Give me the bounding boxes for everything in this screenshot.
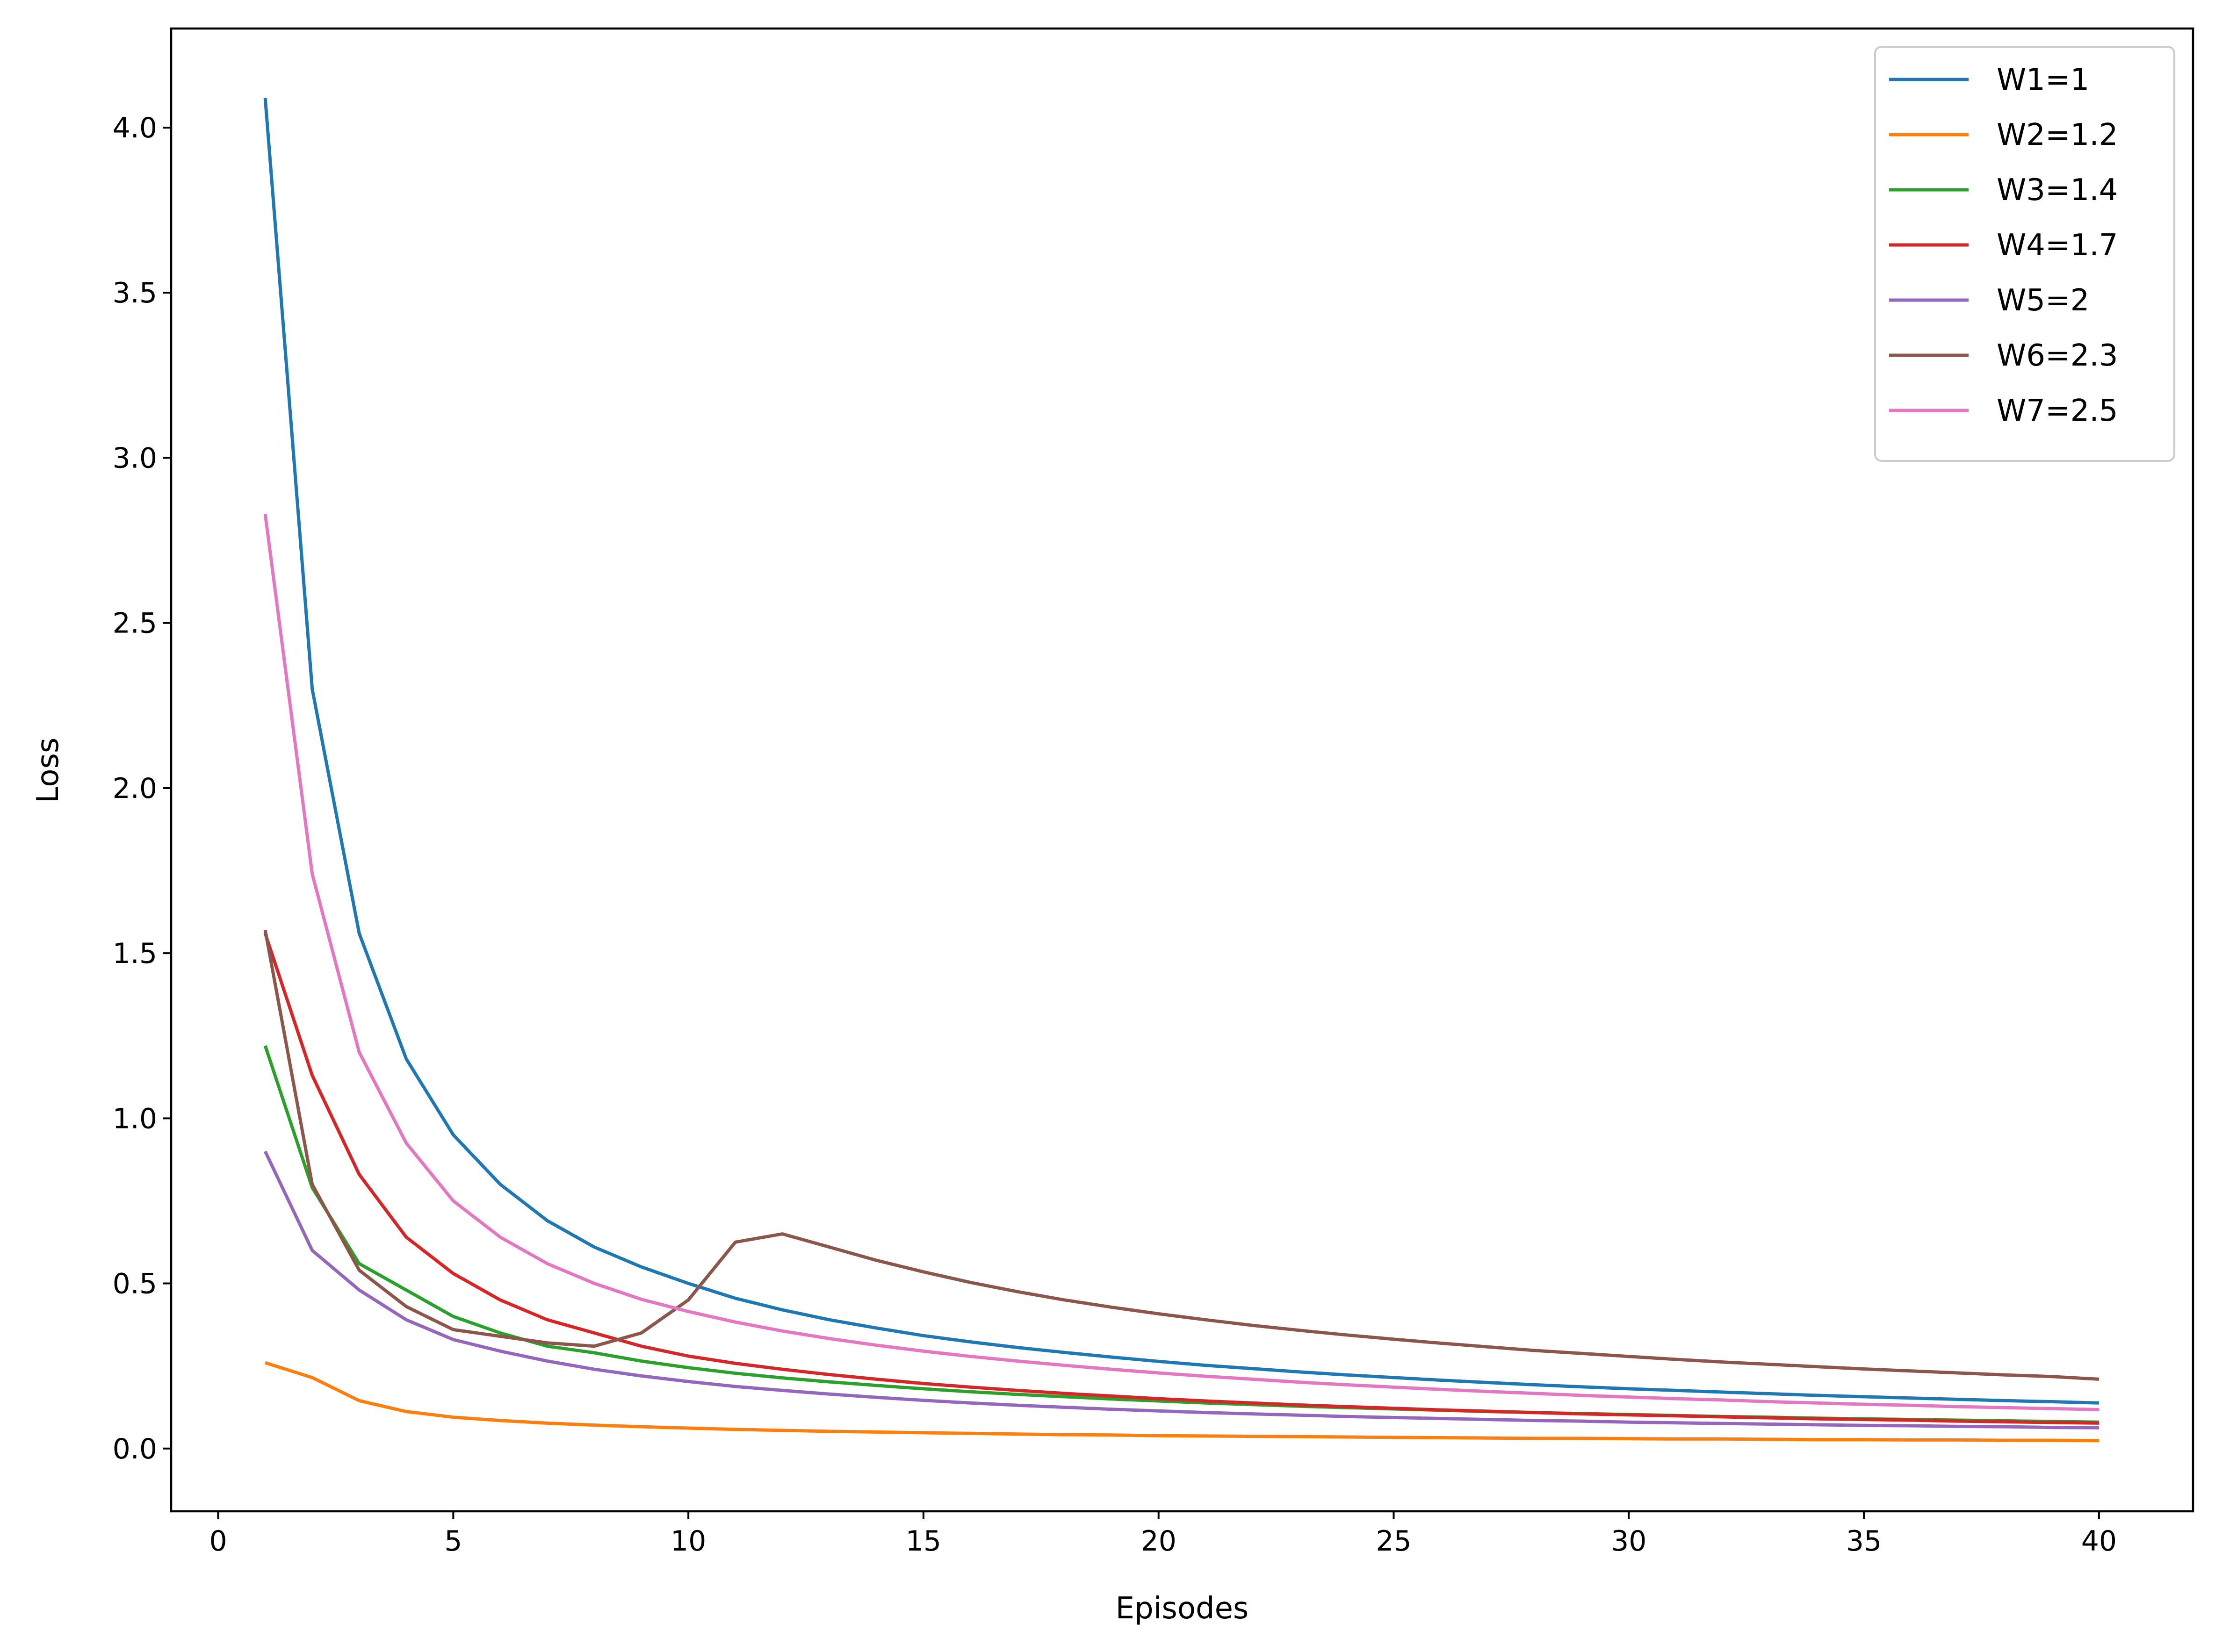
y-tick-label: 4.0 [113,112,157,144]
legend-entry: W5=2 [1889,283,2089,318]
x-tick-label: 20 [1141,1525,1176,1558]
legend-label: W1=1 [1997,63,2089,97]
y-axis-label: Loss [31,738,65,803]
y-tick-label: 1.5 [113,937,157,970]
legend-items: W1=1 W2=1.2 W3=1.4 W4=1.7 W5=2 W6=2.3 W7=2.5 [1889,63,2118,428]
x-tick-label: 35 [1846,1525,1882,1558]
legend-label: W4=1.7 [1997,228,2118,263]
plot-area-frame [170,27,2194,1513]
legend: W1=1 W2=1.2 W3=1.4 W4=1.7 W5=2 W6=2.3 W7=2.5 [1874,46,2175,462]
legend-label: W7=2.5 [1997,394,2118,428]
legend-label: W2=1.2 [1997,118,2118,152]
y-tick-label: 0.0 [113,1433,157,1465]
x-tick-label: 40 [2081,1525,2117,1558]
series-line-7 [263,514,2099,1411]
x-tick-label: 30 [1611,1525,1646,1558]
x-tick-label: 5 [444,1525,462,1558]
y-tick-label: 2.0 [113,772,157,805]
y-tick-label: 2.5 [113,607,157,640]
legend-entry: W3=1.4 [1889,173,2118,208]
legend-label: W6=2.3 [1997,338,2118,373]
x-tick-label: 0 [209,1525,227,1558]
legend-entry: W7=2.5 [1889,394,2118,428]
series-line-6 [263,929,2100,1381]
legend-entry: W1=1 [1889,63,2089,97]
series-line-4 [263,933,2099,1425]
x-axis-ticks: 0 5 10 15 20 25 30 35 40 [209,1511,2117,1558]
legend-entry: W2=1.2 [1889,118,2118,152]
series-line-2 [265,1361,2099,1443]
series-line-5 [263,1150,2099,1429]
x-tick-label: 10 [671,1525,706,1558]
legend-label: W5=2 [1997,283,2089,318]
legend-box [1874,46,2175,462]
x-axis-label: Episodes [1116,1591,1249,1626]
legend-entry: W6=2.3 [1889,338,2118,373]
x-tick-label: 25 [1376,1525,1411,1558]
legend-entry: W4=1.7 [1889,228,2118,263]
y-axis-ticks: 0.0 0.5 1.0 1.5 2.0 2.5 3.0 3.5 4.0 [113,112,171,1465]
series-lines [263,98,2100,1443]
y-tick-label: 0.5 [113,1268,157,1300]
series-line-1 [263,98,2099,1405]
legend-label: W3=1.4 [1997,173,2118,208]
x-tick-label: 15 [906,1525,941,1558]
y-tick-label: 3.5 [113,277,157,309]
y-tick-label: 1.0 [113,1102,157,1135]
y-tick-label: 3.0 [113,442,157,474]
